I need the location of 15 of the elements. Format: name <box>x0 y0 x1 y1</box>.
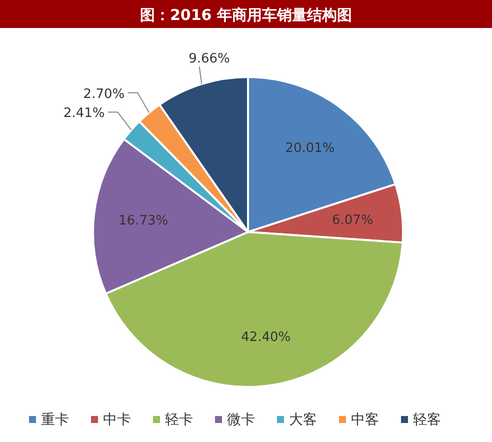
data-label: 2.41% <box>63 106 105 122</box>
data-label: 16.73% <box>118 214 168 229</box>
chart-title: 图：2016 年商用车销量结构图 <box>140 6 352 24</box>
data-label: 42.40% <box>241 330 291 345</box>
data-label: 2.70% <box>83 86 125 102</box>
legend-label: 大客 <box>289 412 317 428</box>
legend-label: 轻卡 <box>165 412 193 428</box>
legend-label: 重卡 <box>41 412 69 428</box>
data-label: 6.07% <box>332 213 374 228</box>
legend-label: 轻客 <box>413 412 441 428</box>
legend-label: 微卡 <box>227 412 255 428</box>
legend-label: 中客 <box>351 412 379 428</box>
data-label: 9.66% <box>188 51 230 66</box>
data-label: 20.01% <box>285 140 335 156</box>
legend-label: 中卡 <box>103 412 131 428</box>
